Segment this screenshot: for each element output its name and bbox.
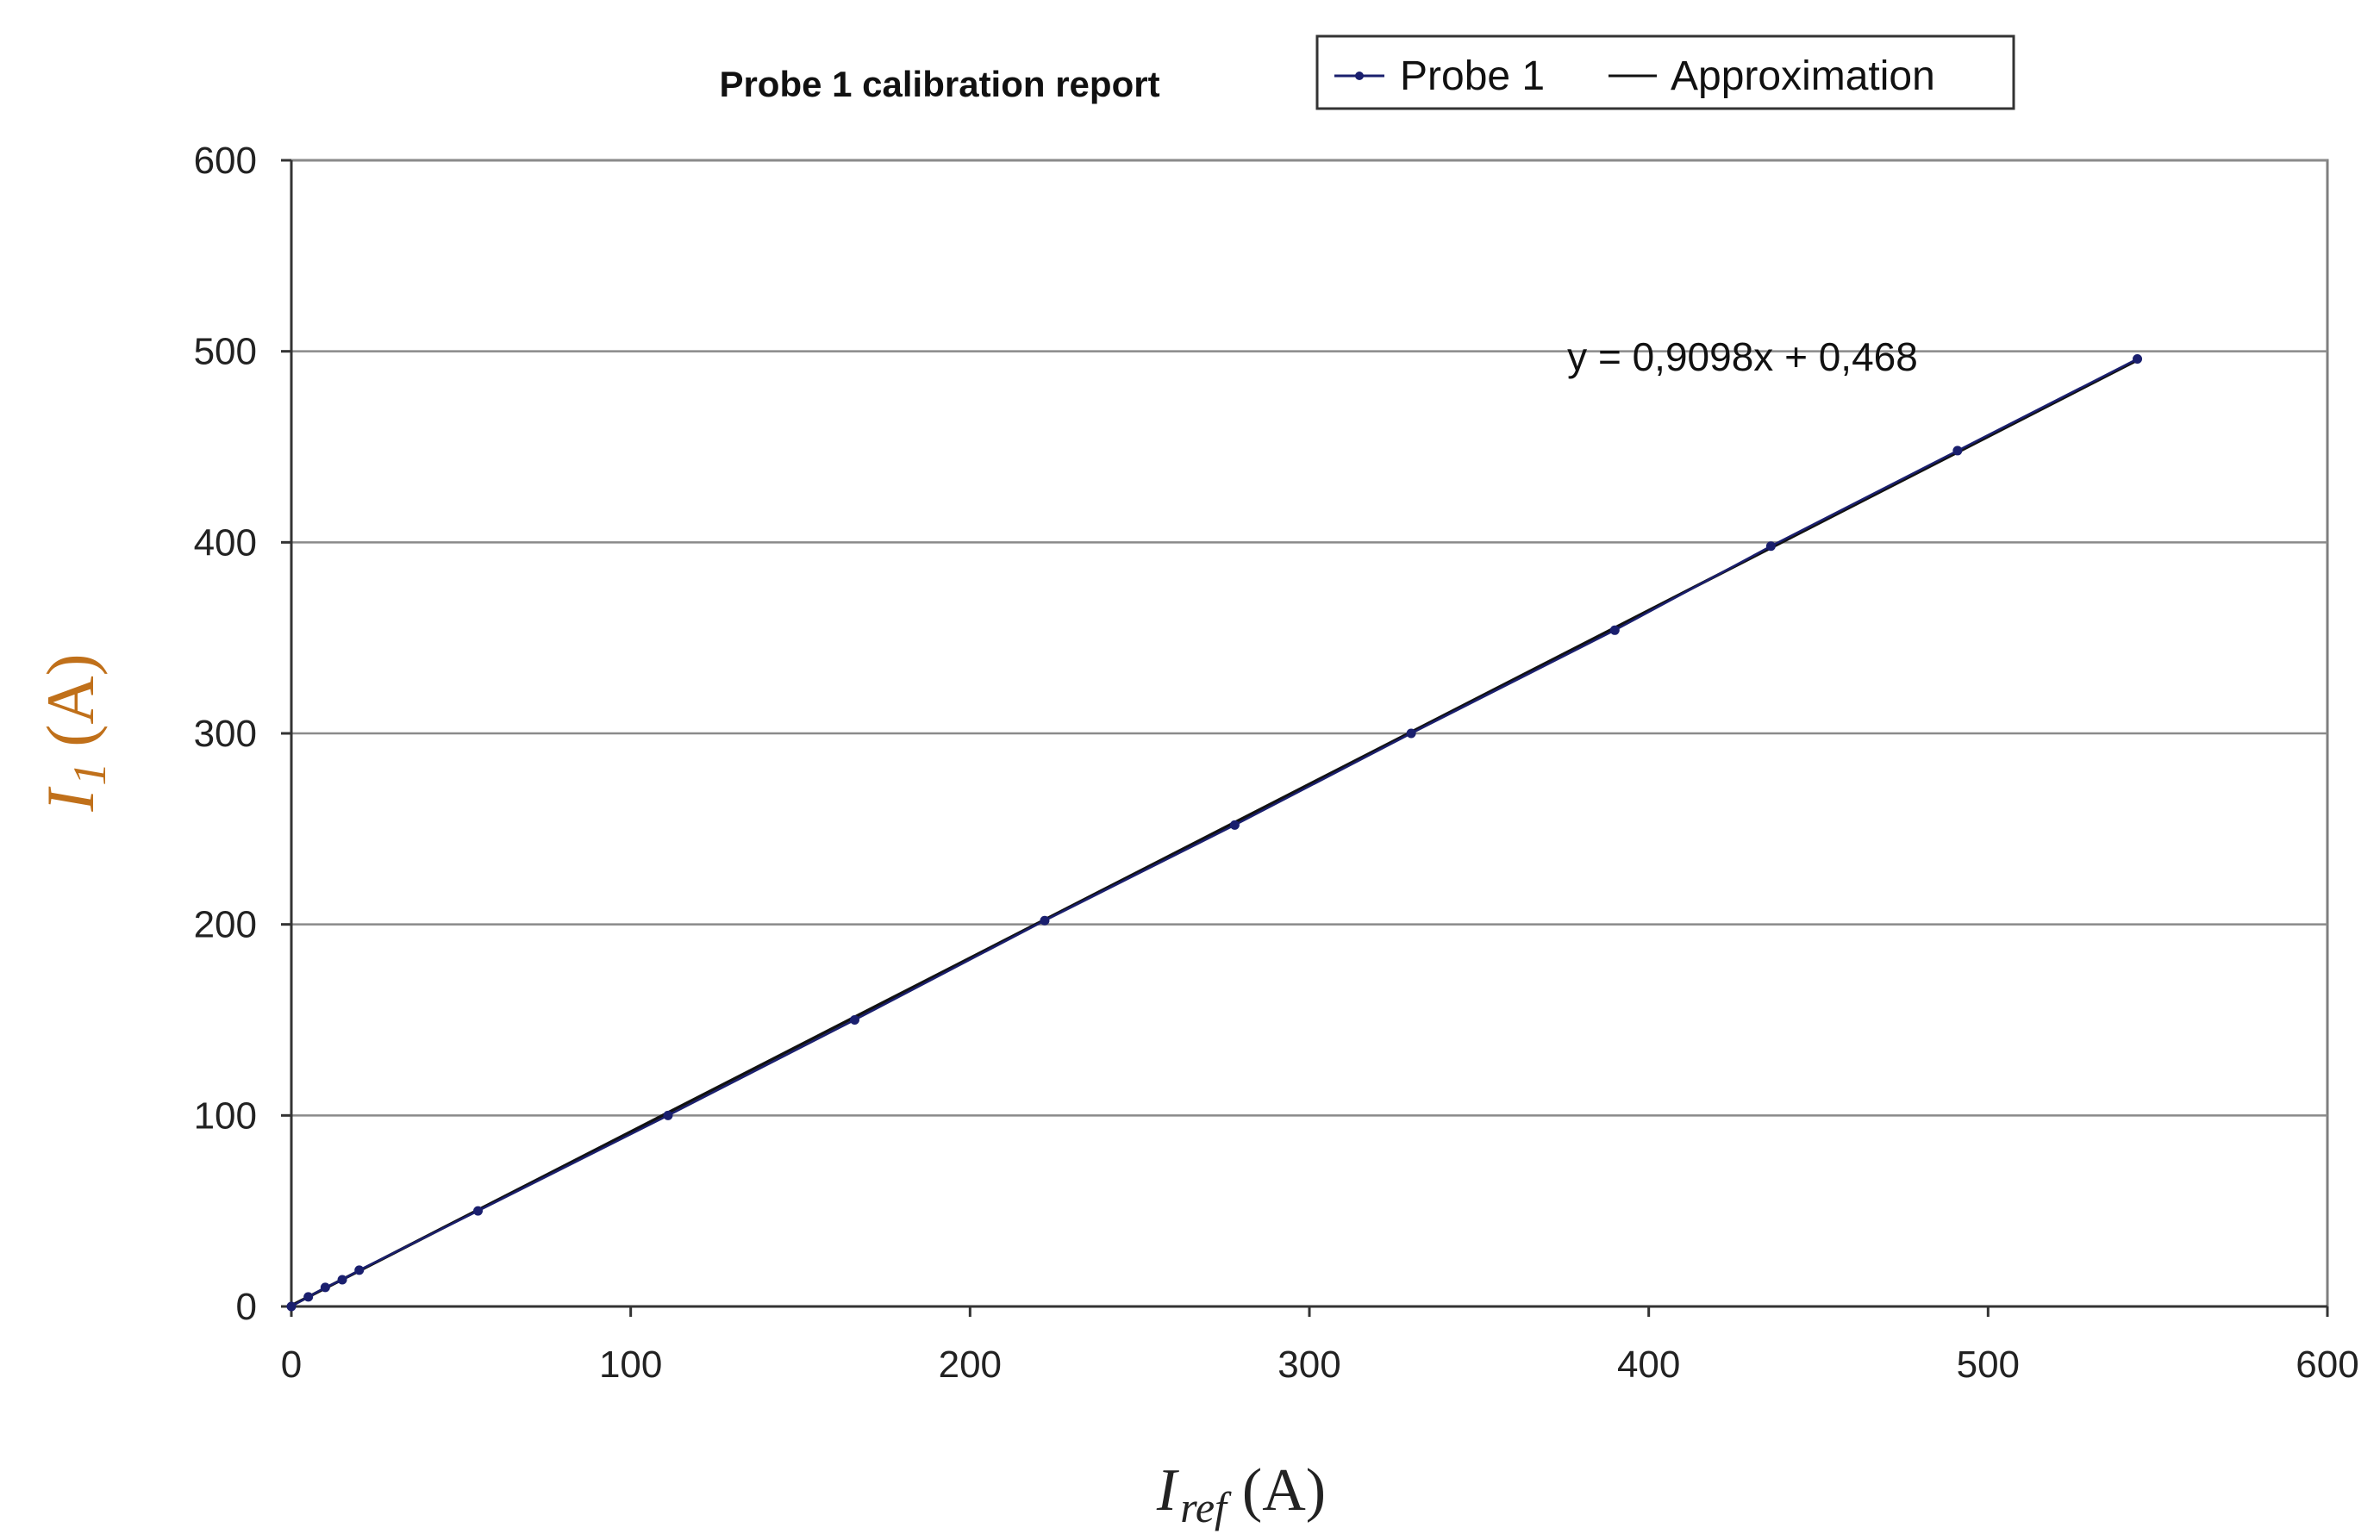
probe-1-point-1	[303, 1292, 314, 1302]
y-tick-label-200: 200	[194, 904, 257, 946]
probe-1-point-10	[1406, 728, 1416, 739]
approximation-line	[290, 359, 2139, 1307]
probe-1-point-9	[1229, 820, 1240, 830]
y-tick-label-600: 600	[194, 140, 257, 182]
x-tick-label-400: 400	[1617, 1344, 1680, 1386]
probe-1-point-14	[2133, 354, 2143, 365]
probe-1-point-4	[354, 1265, 365, 1275]
y-axis-title: I1 (A)	[33, 653, 116, 812]
legend-box	[1315, 34, 2015, 110]
y-axis-title-main: I	[33, 786, 108, 813]
probe-1-point-3	[337, 1275, 347, 1285]
x-tick-label-200: 200	[939, 1344, 1002, 1386]
x-axis-title: Iref (A)	[1156, 1457, 1326, 1531]
y-axis-title-sub: 1	[64, 763, 116, 786]
series	[286, 354, 2143, 1312]
probe-1-point-7	[849, 1015, 859, 1025]
x-tick-label-500: 500	[1957, 1344, 2020, 1386]
y-tick-label-100: 100	[194, 1094, 257, 1137]
y-tick-label-400: 400	[194, 521, 257, 564]
x-tick-label-0: 0	[281, 1344, 302, 1386]
gridlines	[291, 159, 2327, 1117]
legend-label-approximation: Approximation	[1671, 53, 1935, 99]
probe-1-point-6	[663, 1110, 673, 1120]
x-tick-label-600: 600	[2296, 1344, 2358, 1386]
probe-1-point-2	[320, 1282, 330, 1293]
y-axis-title-unit: (A)	[33, 653, 108, 746]
legend-marker-probe-1	[1355, 72, 1364, 80]
legend: Probe 1 Approximation	[1315, 34, 2015, 110]
trendline-equation: y = 0,9098x + 0,468	[1567, 334, 1918, 379]
probe-1-point-8	[1040, 915, 1050, 926]
x-axis-title-main: I	[1156, 1457, 1180, 1524]
y-tick-label-300: 300	[194, 713, 257, 755]
chart-title: Probe 1 calibration report	[719, 64, 1159, 104]
probe-1-point-5	[473, 1206, 484, 1216]
probe-1-point-11	[1609, 625, 1620, 635]
probe-1-point-0	[286, 1301, 297, 1312]
x-tick-label-300: 300	[1277, 1344, 1340, 1386]
x-axis-title-sub: ref	[1180, 1483, 1232, 1531]
x-tick-label-100: 100	[599, 1344, 662, 1386]
y-tick-label-500: 500	[194, 331, 257, 373]
tick-labels: 0 100 200 300 400 500 600 0 100 200 300 400 500 600	[194, 140, 2359, 1386]
x-axis-title-unit: (A)	[1242, 1457, 1326, 1524]
y-tick-label-0: 0	[236, 1286, 257, 1328]
probe-1-point-12	[1765, 541, 1776, 552]
legend-label-probe-1: Probe 1	[1400, 53, 1545, 99]
probe-1-point-13	[1952, 446, 1963, 456]
